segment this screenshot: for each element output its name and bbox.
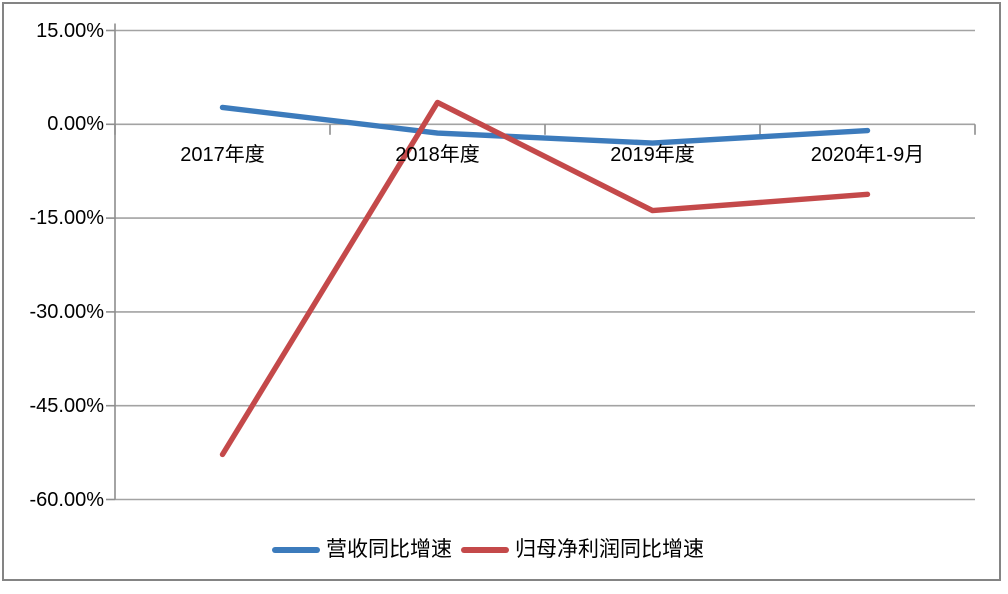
series-line-归母净利润同比增速 [219,99,871,458]
legend-label: 营收同比增速 [326,538,452,561]
y-axis-label: -15.00% [29,207,105,230]
y-axis-label: 0.00% [47,113,104,136]
chart-border [2,2,1001,581]
series-line-营收同比增速 [219,104,871,146]
y-axis-label: -45.00% [29,394,105,417]
legend-item: 营收同比增速 [272,536,452,564]
x-axis-label: 2018年度 [395,144,480,166]
legend-line-swatch [272,547,320,553]
y-axis-label: 15.00% [36,19,104,42]
legend-item: 归母净利润同比增速 [461,536,704,564]
y-axis-label: -60.00% [29,488,105,511]
chart-legend: 营收同比增速 归母净利润同比增速 [0,536,992,564]
x-axis-label: 2020年1-9月 [810,144,925,166]
x-axis-label: 2019年度 [610,144,695,166]
legend-label: 归母净利润同比增速 [515,538,704,561]
legend-line-swatch [461,547,509,553]
y-axis-label: -30.00% [29,300,105,323]
x-axis-label: 2017年度 [180,144,265,166]
